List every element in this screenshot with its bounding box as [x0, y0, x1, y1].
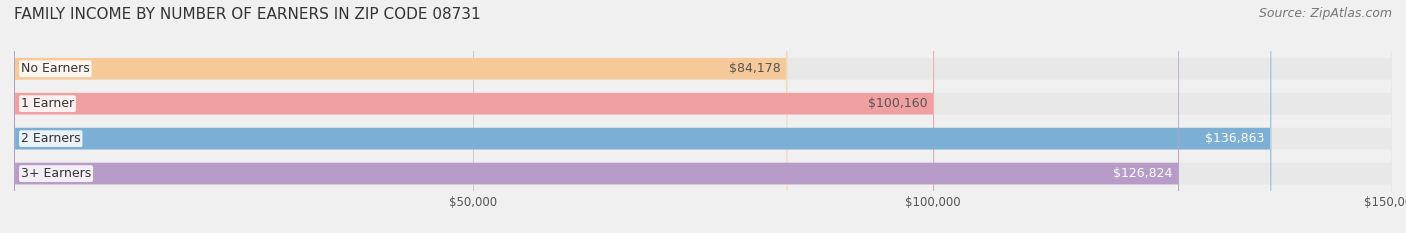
Text: 1 Earner: 1 Earner [21, 97, 75, 110]
Text: 2 Earners: 2 Earners [21, 132, 80, 145]
Text: $136,863: $136,863 [1205, 132, 1264, 145]
Text: FAMILY INCOME BY NUMBER OF EARNERS IN ZIP CODE 08731: FAMILY INCOME BY NUMBER OF EARNERS IN ZI… [14, 7, 481, 22]
Text: 3+ Earners: 3+ Earners [21, 167, 91, 180]
Text: $126,824: $126,824 [1112, 167, 1173, 180]
FancyBboxPatch shape [14, 0, 1392, 233]
FancyBboxPatch shape [14, 0, 787, 233]
FancyBboxPatch shape [14, 0, 1180, 233]
FancyBboxPatch shape [14, 0, 934, 233]
FancyBboxPatch shape [14, 0, 1392, 233]
Text: $100,160: $100,160 [868, 97, 927, 110]
Text: No Earners: No Earners [21, 62, 90, 75]
FancyBboxPatch shape [14, 0, 1392, 233]
FancyBboxPatch shape [14, 0, 1271, 233]
Text: Source: ZipAtlas.com: Source: ZipAtlas.com [1258, 7, 1392, 20]
Text: $84,178: $84,178 [728, 62, 780, 75]
FancyBboxPatch shape [14, 0, 1392, 233]
